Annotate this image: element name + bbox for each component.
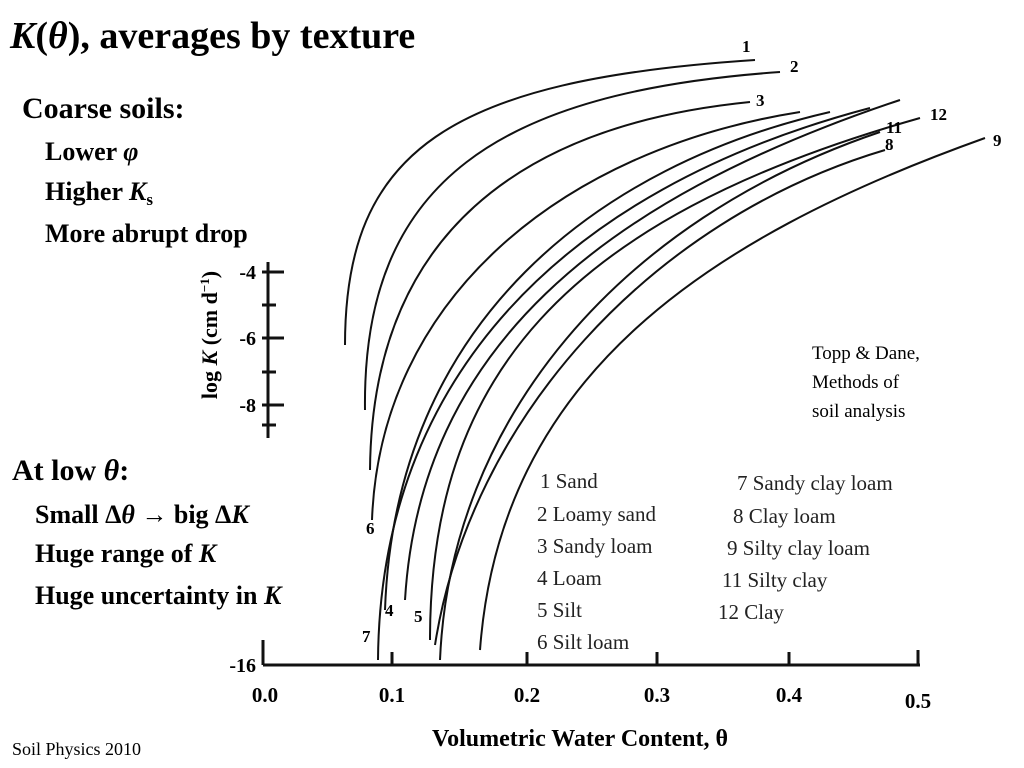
run: K	[230, 500, 250, 529]
x-ticks: 0.0 0.1 0.2 0.3 0.4 0.5	[252, 683, 931, 713]
y-ticks: -4 -6 -8 -16	[229, 262, 256, 677]
bullet: Higher Ks	[45, 177, 153, 209]
legend-entry: 9 Silty clay loam	[727, 536, 870, 560]
bullet: Huge range of K	[35, 539, 218, 568]
label-part: log	[197, 365, 222, 399]
source: Topp & Dane, Methods of soil analysis	[812, 343, 920, 422]
curve	[479, 137, 986, 651]
run: → big Δ	[135, 500, 231, 529]
curve-label: 12	[930, 105, 947, 124]
title-part: (	[35, 15, 48, 57]
curve	[429, 117, 921, 641]
title-part: ), averages by texture	[68, 15, 416, 57]
x-tick-label: 0.1	[379, 683, 405, 707]
legend-entry: 5 Silt	[537, 598, 582, 622]
curve-label: 1	[742, 37, 751, 56]
coarse-block: Coarse soils: Lower φ Higher Ks More abr…	[22, 92, 248, 248]
curve	[344, 59, 756, 346]
run: θ	[121, 500, 135, 529]
curve-label: 11	[886, 118, 902, 137]
source-line: soil analysis	[812, 401, 905, 422]
curve-labels: 1 2 3 12 11 8 9 4 5 7 6	[362, 37, 1002, 646]
y-tick-label: -4	[239, 262, 256, 284]
legend-entry: 12 Clay	[718, 600, 784, 624]
x-tick-label: 0.3	[644, 683, 670, 707]
figure: 1 2 3 12 11 8 9 4 5 7 6 -4 -6 -8 -16 log…	[197, 37, 1002, 752]
label-part: −1	[197, 278, 212, 292]
legend-entry: 1 Sand	[540, 469, 598, 493]
bullet: More abrupt drop	[45, 219, 248, 248]
curve	[404, 99, 901, 601]
x-tick-label: 0.2	[514, 683, 540, 707]
slide-title: K(θ), averages by texture	[9, 15, 415, 57]
run: At low	[12, 454, 104, 487]
y-axis-label: log K (cm d−1)	[197, 271, 222, 399]
low-block: At low θ: Small Δθ → big ΔK Huge range o…	[12, 454, 283, 610]
run: θ	[104, 454, 120, 487]
run: K	[128, 177, 148, 206]
curve	[377, 107, 871, 661]
curve	[439, 131, 881, 661]
run: Higher	[45, 177, 129, 206]
curve-label: 9	[993, 131, 1002, 150]
legend-entry: 2 Loamy sand	[537, 502, 656, 526]
curve-label: 2	[790, 57, 799, 76]
run: K	[198, 539, 218, 568]
run: K	[263, 581, 283, 610]
bullet: Huge uncertainty in K	[35, 581, 283, 610]
bullet: Lower φ	[45, 137, 138, 166]
y-axis	[262, 262, 284, 438]
y-tick-label: -6	[239, 328, 256, 350]
curve-label: 6	[366, 519, 375, 538]
x-axis-label: Volumetric Water Content, θ	[432, 726, 728, 752]
x-tick-label: 0.4	[776, 683, 803, 707]
curve-label: 8	[885, 135, 894, 154]
label-part: )	[197, 271, 222, 278]
run: :	[119, 454, 129, 487]
bullet: Small Δθ → big ΔK	[35, 500, 250, 529]
run: s	[146, 190, 153, 209]
footer: Soil Physics 2010	[12, 739, 141, 759]
legend-entry: 7 Sandy clay loam	[737, 471, 893, 495]
run: Small Δ	[35, 500, 121, 529]
legend-entry: 3 Sandy loam	[537, 534, 653, 558]
curve-label: 7	[362, 627, 371, 646]
source-line: Topp & Dane,	[812, 343, 920, 364]
curve	[371, 111, 801, 521]
curve	[369, 101, 751, 471]
run: Lower	[45, 137, 123, 166]
run: Huge uncertainty in	[35, 581, 264, 610]
legend: 1 Sand 2 Loamy sand 3 Sandy loam 4 Loam …	[537, 469, 893, 654]
curve-label: 3	[756, 91, 765, 110]
curve	[384, 111, 831, 611]
label-part: K	[197, 349, 222, 366]
title-part: K	[9, 15, 38, 57]
y-tick-label: -8	[239, 395, 256, 417]
legend-entry: 11 Silty clay	[722, 568, 828, 592]
curve-label: 5	[414, 607, 423, 626]
heading: Coarse soils:	[22, 92, 184, 125]
x-tick-label: 0.0	[252, 683, 278, 707]
legend-entry: 6 Silt loam	[537, 630, 629, 654]
title-part: θ	[48, 15, 68, 57]
curves	[344, 59, 986, 661]
curve	[363, 71, 781, 411]
legend-entry: 4 Loam	[537, 566, 602, 590]
curve-label: 4	[385, 601, 394, 620]
x-axis	[261, 640, 920, 667]
label-part: (cm d	[197, 292, 222, 351]
legend-entry: 8 Clay loam	[733, 504, 836, 528]
heading: At low θ:	[12, 454, 129, 487]
x-tick-label: 0.5	[905, 689, 931, 713]
source-line: Methods of	[812, 372, 900, 393]
run: Huge range of	[35, 539, 199, 568]
curve	[434, 149, 886, 646]
y-tick-label: -16	[229, 655, 256, 677]
run: φ	[123, 137, 138, 166]
